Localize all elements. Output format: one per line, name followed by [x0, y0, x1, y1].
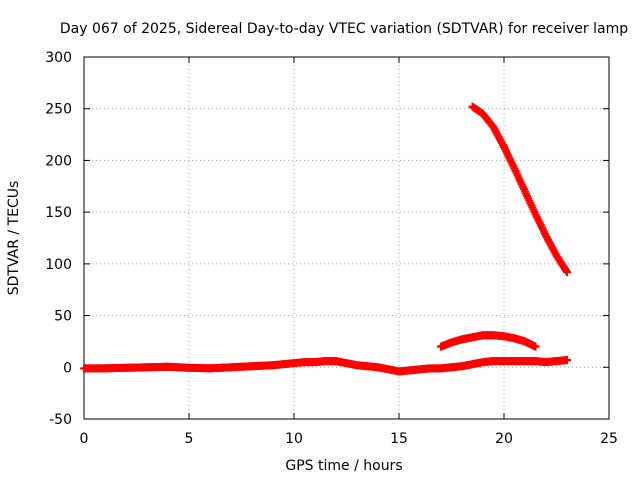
- y-tick-label: 0: [63, 360, 72, 376]
- x-tick-label: 25: [600, 431, 618, 447]
- axis-ticks: 0 5 10 15 20 25 -50 0 50 100 150 200 250 300: [45, 50, 618, 447]
- y-tick-label: 250: [45, 102, 72, 118]
- grid-lines: [84, 57, 609, 419]
- x-tick-label: 10: [285, 431, 303, 447]
- series-arc: [437, 331, 540, 351]
- data-series: [80, 102, 571, 376]
- x-tick-label: 0: [80, 431, 89, 447]
- x-tick-label: 15: [390, 431, 408, 447]
- data-point: [563, 268, 571, 277]
- y-tick-label: 300: [45, 50, 72, 66]
- x-tick-label: 5: [185, 431, 194, 447]
- y-tick-label: -50: [49, 412, 72, 428]
- data-point: [563, 356, 571, 365]
- y-tick-label: 100: [45, 257, 72, 273]
- y-tick-label: 150: [45, 205, 72, 221]
- series-descending: [468, 102, 571, 277]
- data-point: [561, 266, 570, 275]
- plot-frame: [83, 56, 610, 420]
- y-tick-label: 200: [45, 153, 72, 169]
- y-axis-label: SDTVAR / TECUs: [6, 181, 22, 296]
- x-tick-label: 20: [495, 431, 513, 447]
- data-point: [531, 342, 540, 351]
- chart-title: Day 067 of 2025, Sidereal Day-to-day VTE…: [60, 21, 628, 37]
- x-axis-label: GPS time / hours: [285, 458, 402, 474]
- series-baseline: [80, 356, 571, 376]
- y-tick-label: 50: [54, 309, 72, 325]
